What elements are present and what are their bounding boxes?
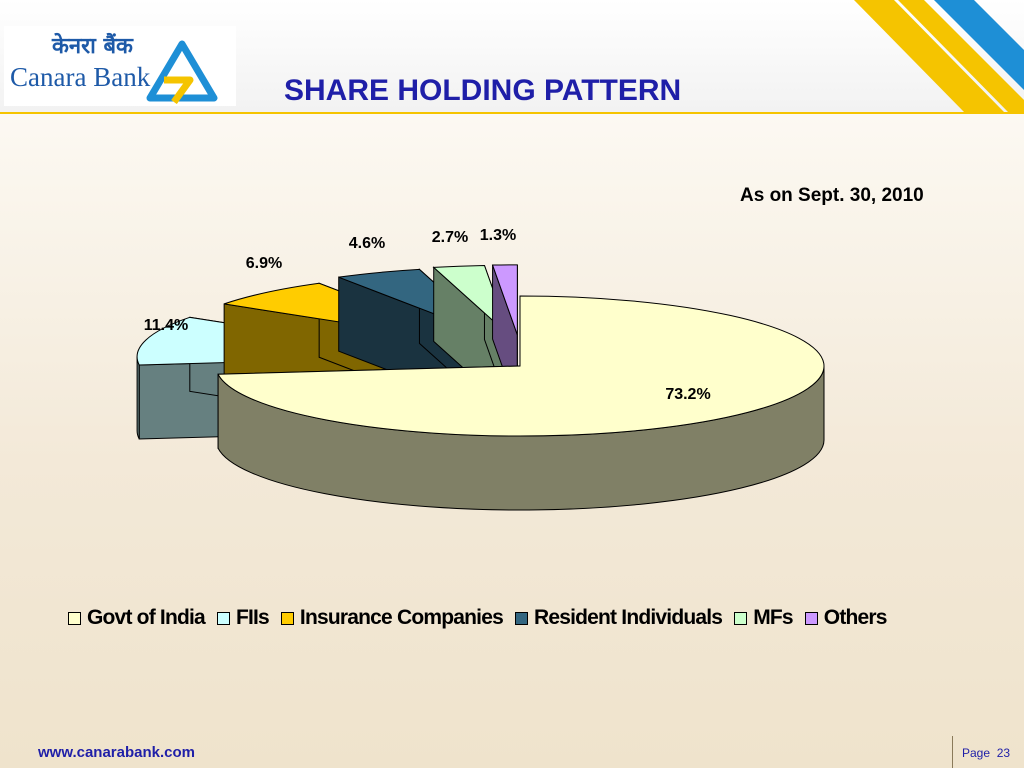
legend-swatch [804,611,818,625]
corner-stripes-decoration [854,0,1024,112]
legend-swatch [280,611,294,625]
data-label-fiis: 11.4% [144,317,188,334]
legend-label: Resident Individuals [533,606,723,629]
legend-item-others: Others [804,606,888,630]
footer-divider [952,736,953,768]
chart-subtitle: As on Sept. 30, 2010 [740,185,924,206]
chart-legend: Govt of India FIIs Insurance Companies Resi… [68,604,899,632]
canara-triangle-icon [146,40,218,104]
page-label: Page [962,746,991,760]
legend-item-resident-individuals: Resident Individuals [514,606,723,630]
page-number-value: 23 [996,746,1011,760]
page-number: Page 23 [962,746,1010,760]
legend-label: Govt of India [87,606,206,629]
data-label-others: 1.3% [480,227,516,244]
data-label-insurance-companies: 6.9% [246,255,282,272]
canara-bank-logo: केनरा बैंक Canara Bank [4,26,236,106]
legend-swatch [68,611,81,625]
website-link[interactable]: www.canarabank.com [38,744,196,761]
legend-label: FIIs [235,606,270,629]
legend-item-insurance-companies: Insurance Companies [280,606,504,630]
data-label-govt-of-india: 73.2% [665,386,710,403]
legend-swatch [734,611,748,625]
legend-label: Insurance Companies [299,606,504,629]
legend-item-govt-of-india: Govt of India [68,606,206,630]
legend-item-mfs: MFs [734,606,794,630]
legend-swatch [216,611,230,625]
logo-english-text: Canara Bank [10,62,151,92]
slide-header: केनरा बैंक Canara Bank SHARE HOLDING PAT… [0,0,1024,114]
page-title: SHARE HOLDING PATTERN [284,74,682,107]
legend-label: Others [823,606,888,629]
legend-item-fiis: FIIs [216,606,270,630]
legend-label: MFs [753,606,793,629]
data-label-mfs: 2.7% [432,229,468,246]
data-label-resident-individuals: 4.6% [349,235,385,252]
pie-slice-govt-of-india [217,295,825,511]
logo-hindi-text: केनरा बैंक [52,34,133,59]
legend-swatch [514,611,528,625]
pie-chart: 73.2% 11.4% 6.9% 4.6% 2.7% 1.3% [136,227,825,511]
